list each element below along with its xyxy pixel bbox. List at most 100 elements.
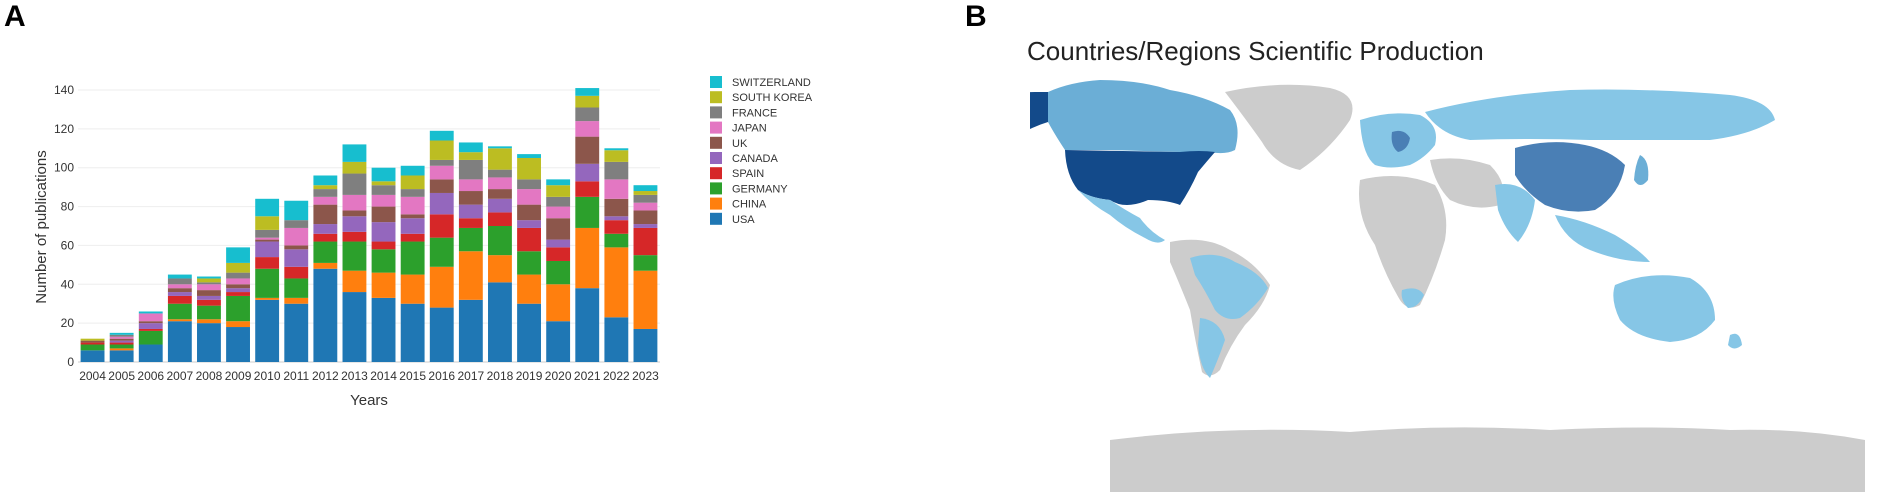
bar-segment-germany [488, 226, 512, 256]
bar-segment-uk [255, 239, 280, 242]
bar-segment-japan [284, 227, 309, 246]
bar-segment-japan [633, 202, 658, 211]
bar-segment-uk [197, 290, 221, 296]
bar-segment-switzerland [517, 154, 541, 158]
bar-segment-germany [313, 241, 338, 263]
bar-segment-germany [546, 260, 571, 285]
bar-segment-usa [546, 321, 571, 362]
bar-segment-usa [109, 350, 134, 362]
bar-segment-japan [138, 313, 163, 322]
bar-segment-france [255, 229, 280, 238]
bar-segment-usa [633, 328, 658, 362]
bar-segment-switzerland [197, 276, 221, 279]
map-japan [1634, 155, 1649, 185]
y-tick-label: 0 [67, 355, 74, 369]
x-tick-label: 2014 [370, 369, 397, 383]
bar-segment-france [226, 272, 250, 279]
bar-segment-south-korea [80, 338, 105, 341]
bar-segment-japan [517, 189, 541, 205]
bar-segment-switzerland [109, 332, 134, 335]
bar-segment-usa [197, 323, 221, 362]
legend-label: SPAIN [732, 168, 764, 180]
bar-segment-japan [488, 177, 512, 190]
bar-segment-south-korea [226, 262, 250, 273]
bar-segment-japan [371, 194, 396, 207]
bar-segment-south-korea [313, 185, 338, 190]
bar-segment-canada [167, 292, 192, 296]
legend-label: FRANCE [732, 107, 777, 119]
bar-segment-uk [604, 198, 629, 217]
bar-segment-south-korea [429, 140, 454, 160]
bar-segment-china [517, 274, 541, 304]
map-alaska [1030, 92, 1048, 130]
map-brazil [1190, 254, 1268, 319]
bar-segment-china [109, 348, 134, 351]
bar-segment-china [458, 251, 483, 300]
legend-label: USA [732, 214, 755, 226]
bar-segment-japan [604, 179, 629, 199]
bar-segment-canada [458, 204, 483, 219]
x-tick-label: 2018 [487, 369, 514, 383]
bar-segment-japan [575, 121, 600, 137]
bar-segment-germany [400, 241, 425, 275]
legend-swatch [710, 136, 722, 149]
bar-segment-uk [138, 321, 163, 324]
bar-segment-france [604, 161, 629, 180]
bar-segment-spain [167, 295, 192, 304]
y-tick-label: 40 [61, 277, 75, 291]
bar-segment-usa [488, 282, 512, 362]
legend-swatch [710, 121, 722, 134]
bar-segment-switzerland [284, 200, 309, 221]
bar-segment-switzerland [488, 146, 512, 149]
bar-segment-canada [109, 340, 134, 343]
y-tick-label: 100 [54, 161, 74, 175]
bar-segment-japan [197, 284, 221, 291]
bar-segment-japan [226, 278, 250, 285]
bar-segment-spain [604, 220, 629, 234]
bar-segment-germany [342, 241, 367, 271]
bar-segment-usa [575, 288, 600, 362]
bar-segment-uk [517, 204, 541, 221]
bar-segment-south-korea [633, 191, 658, 195]
x-tick-label: 2006 [137, 369, 164, 383]
legend-swatch [710, 212, 722, 225]
bar-segment-uk [167, 288, 192, 293]
bar-segment-south-korea [342, 161, 367, 174]
bar-segment-spain [197, 299, 221, 306]
bar-segment-switzerland [255, 198, 280, 217]
bar-segment-canada [400, 218, 425, 234]
bar-segment-switzerland [429, 130, 454, 141]
bar-segment-south-korea [575, 95, 600, 108]
bar-segment-spain [284, 266, 309, 279]
bar-segment-canada [284, 249, 309, 267]
map-africa [1359, 176, 1447, 308]
bar-segment-switzerland [138, 311, 163, 314]
bar-segment-germany [255, 268, 280, 298]
bar-segment-uk [575, 136, 600, 164]
bar-segment-china [313, 262, 338, 269]
bar-segment-south-korea [197, 278, 221, 283]
bar-segment-usa [604, 317, 629, 362]
bar-segment-spain [138, 328, 163, 331]
bar-segment-france [342, 173, 367, 195]
x-tick-label: 2012 [312, 369, 339, 383]
bar-segment-france [109, 334, 134, 337]
x-tick-label: 2019 [516, 369, 543, 383]
bar-segment-germany [604, 233, 629, 248]
bar-segment-switzerland [546, 179, 571, 186]
bar-segment-usa [255, 299, 280, 362]
bar-segment-germany [575, 196, 600, 228]
bar-segment-france [400, 189, 425, 197]
bar-segment-germany [197, 305, 221, 320]
bar-segment-uk [488, 189, 512, 199]
bar-segment-spain [633, 227, 658, 256]
bar-segment-china [429, 266, 454, 308]
bar-segment-usa [371, 297, 396, 362]
map-india [1495, 184, 1535, 242]
x-tick-label: 2015 [399, 369, 426, 383]
legend-label: UK [732, 138, 748, 150]
bar-segment-france [197, 282, 221, 285]
bar-segment-south-korea [255, 216, 280, 230]
legend-swatch [710, 167, 722, 180]
